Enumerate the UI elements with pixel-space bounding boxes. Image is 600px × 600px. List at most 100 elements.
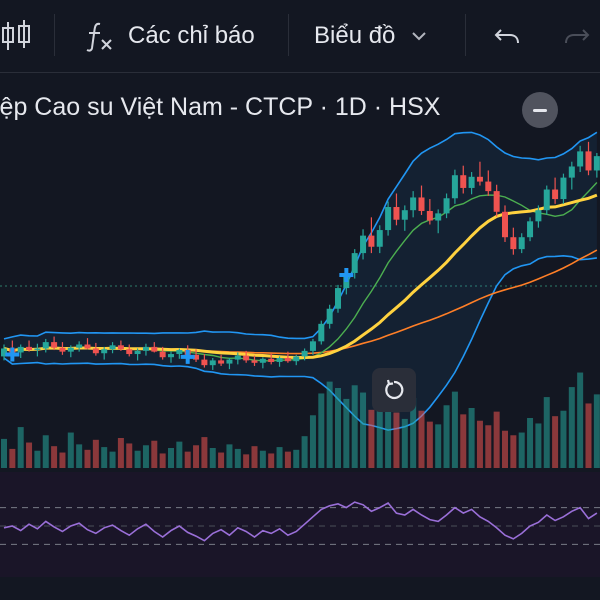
candle-body xyxy=(360,235,367,254)
candle-body xyxy=(117,345,124,350)
volume-bar xyxy=(101,447,108,468)
candle-body xyxy=(243,355,250,361)
candle-body xyxy=(401,210,408,220)
volume-bar xyxy=(259,450,266,468)
candle-body xyxy=(101,349,108,354)
candle-body xyxy=(518,237,525,250)
undo-button[interactable] xyxy=(492,0,522,72)
volume-bar xyxy=(193,445,200,468)
volume-bar xyxy=(376,402,383,468)
symbol-legend-title[interactable]: iệp Cao su Việt Nam - CTCP · 1D · HSX xyxy=(0,93,441,121)
chevron-down-icon xyxy=(412,32,427,41)
indicators-button[interactable]: Các chỉ báo xyxy=(84,0,255,72)
volume-bar xyxy=(385,388,392,468)
top-toolbar: Các chỉ báo Biểu đồ xyxy=(0,0,600,73)
candle-body xyxy=(59,347,66,352)
candle-body xyxy=(585,151,592,171)
candle-body xyxy=(276,358,283,362)
volume-bar xyxy=(460,414,467,468)
candle-body xyxy=(426,210,433,221)
reset-chart-button[interactable] xyxy=(372,368,416,412)
candle-body xyxy=(193,354,200,360)
volume-bar xyxy=(176,441,183,468)
volume-bar xyxy=(518,432,525,468)
volume-bar xyxy=(476,420,483,468)
candle-body xyxy=(134,350,141,355)
chart-type-dropdown[interactable]: Biểu đồ xyxy=(314,0,429,72)
redo-icon xyxy=(565,29,590,44)
volume-bar xyxy=(218,452,225,468)
candle-body xyxy=(451,175,458,199)
candle-body xyxy=(51,342,58,348)
bollinger-lower xyxy=(3,254,598,431)
oscillator-pane xyxy=(3,501,598,542)
volume-bar xyxy=(92,439,99,468)
signal-markers xyxy=(5,267,354,364)
volume-bar xyxy=(59,452,66,468)
redo-button[interactable] xyxy=(562,0,592,72)
candle-body xyxy=(201,359,208,366)
candle-body xyxy=(568,166,575,178)
candle-body xyxy=(510,237,517,250)
candle-body xyxy=(109,345,116,350)
volume-bar xyxy=(393,412,400,468)
oscillator-background xyxy=(0,472,600,577)
chart-style-button[interactable] xyxy=(0,0,34,72)
volume-bar xyxy=(510,435,517,468)
volume-bar xyxy=(493,411,500,468)
candle-body xyxy=(84,344,91,349)
ma-mid-line xyxy=(3,193,598,359)
volume-bar xyxy=(26,442,33,468)
volume-bar xyxy=(468,408,475,468)
volume-bar xyxy=(485,425,492,468)
volume-bar xyxy=(234,448,241,468)
candle-body xyxy=(76,344,83,348)
volume-bar xyxy=(284,451,291,468)
candle-body xyxy=(410,197,417,211)
candle-body xyxy=(209,360,216,366)
collapse-legend-button[interactable] xyxy=(522,92,558,128)
volume-bar xyxy=(301,436,308,468)
candle-body xyxy=(543,189,550,211)
volume-bar xyxy=(435,424,442,468)
candle-body xyxy=(259,358,266,363)
candle-body xyxy=(293,356,300,362)
volume-bar xyxy=(552,416,559,468)
candle-body xyxy=(17,346,24,353)
price-chart[interactable] xyxy=(0,73,600,600)
volume-bar xyxy=(126,443,133,468)
volume-bars xyxy=(1,372,600,468)
volume-bar xyxy=(51,446,58,468)
candle-body xyxy=(385,207,392,231)
candle-body xyxy=(67,347,74,352)
undo-icon xyxy=(494,29,519,44)
volume-bar xyxy=(151,440,158,468)
volume-bar xyxy=(568,387,575,468)
volume-bar xyxy=(410,398,417,468)
volume-bar xyxy=(168,448,174,468)
candle-body xyxy=(251,360,258,363)
candle-body xyxy=(126,349,133,355)
candle-body xyxy=(268,358,275,362)
volume-bar xyxy=(451,391,458,468)
grid xyxy=(0,285,600,577)
candle-body xyxy=(593,156,600,171)
volume-bar xyxy=(109,451,116,468)
candle-body xyxy=(493,191,500,212)
candle-body xyxy=(443,198,450,214)
volume-bar xyxy=(276,447,283,468)
candle-body xyxy=(502,211,508,238)
candle-body xyxy=(309,341,316,351)
volume-bar xyxy=(76,444,83,468)
volume-bar xyxy=(585,403,592,468)
candle-body xyxy=(218,360,225,364)
volume-bar xyxy=(67,432,74,468)
volume-bar xyxy=(527,418,534,468)
volume-bar xyxy=(502,430,508,468)
volume-bar xyxy=(593,394,600,468)
volume-bar xyxy=(159,453,166,468)
volume-bar xyxy=(226,444,233,468)
volume-bar xyxy=(1,438,7,468)
candle-body xyxy=(42,342,49,349)
volume-bar xyxy=(293,449,300,468)
